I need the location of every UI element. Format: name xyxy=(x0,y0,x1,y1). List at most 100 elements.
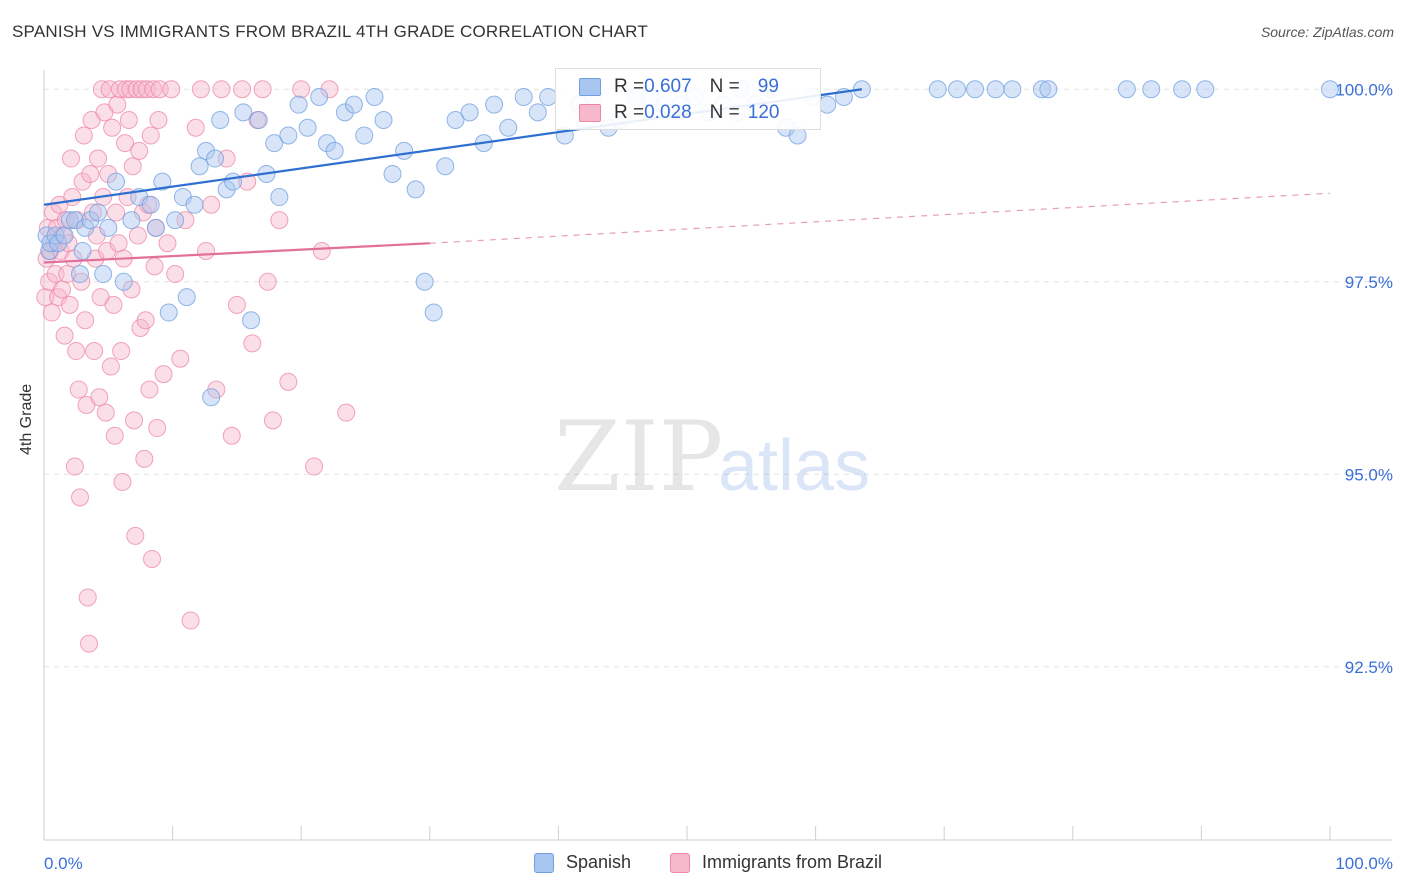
stat-swatch-spanish xyxy=(579,78,601,96)
data-point-brazil xyxy=(90,388,109,407)
data-point-spanish xyxy=(365,87,384,106)
data-point-brazil xyxy=(162,80,181,99)
data-point-spanish xyxy=(65,211,84,230)
data-point-brazil xyxy=(42,303,61,322)
data-point-brazil xyxy=(96,403,115,422)
data-point-brazil xyxy=(36,288,55,307)
data-point-brazil xyxy=(62,149,81,168)
chart-title: SPANISH VS IMMIGRANTS FROM BRAZIL 4TH GR… xyxy=(12,22,648,41)
data-point-brazil xyxy=(92,80,111,99)
data-point-spanish xyxy=(1173,80,1192,99)
data-point-brazil xyxy=(123,157,142,176)
data-point-brazil xyxy=(104,295,123,314)
data-point-brazil xyxy=(202,195,221,214)
data-point-spanish xyxy=(206,149,225,168)
data-point-spanish xyxy=(310,87,329,106)
data-point-spanish xyxy=(242,311,261,330)
stat-row-spanish: R = 0.607 N = 99 xyxy=(579,75,779,99)
legend-label-spanish: Spanish xyxy=(566,852,632,872)
data-point-spanish xyxy=(928,80,947,99)
data-point-spanish xyxy=(948,80,967,99)
data-point-spanish xyxy=(60,211,79,230)
data-point-brazil xyxy=(55,326,74,345)
data-point-spanish xyxy=(1032,80,1051,99)
data-point-spanish xyxy=(265,134,284,153)
data-point-brazil xyxy=(72,272,91,291)
data-point-spanish xyxy=(1321,80,1339,99)
data-point-brazil xyxy=(279,372,298,391)
data-point-spanish xyxy=(374,111,393,130)
data-point-brazil xyxy=(312,241,331,260)
data-point-spanish xyxy=(159,303,178,322)
data-point-spanish xyxy=(217,180,236,199)
series-spanish xyxy=(37,80,1339,407)
data-point-spanish xyxy=(317,134,336,153)
data-point-spanish xyxy=(81,211,100,230)
data-point-brazil xyxy=(270,211,289,230)
data-point-spanish xyxy=(73,241,92,260)
data-point-spanish xyxy=(355,126,374,145)
data-point-spanish xyxy=(485,95,504,114)
data-point-brazil xyxy=(125,411,144,430)
stat-r-label: R = xyxy=(614,102,645,123)
data-point-spanish xyxy=(1196,80,1215,99)
data-point-spanish xyxy=(224,172,243,191)
data-point-spanish xyxy=(406,180,425,199)
data-point-brazil xyxy=(227,295,246,314)
data-point-spanish xyxy=(166,211,185,230)
data-point-brazil xyxy=(85,342,104,361)
data-point-brazil xyxy=(212,80,231,99)
data-point-brazil xyxy=(176,211,195,230)
x-tick-labels: 0.0% 100.0% xyxy=(44,854,1393,873)
data-point-brazil xyxy=(320,80,339,99)
data-point-brazil xyxy=(243,334,262,353)
data-point-brazil xyxy=(105,426,124,445)
data-point-brazil xyxy=(149,111,168,130)
legend-swatch-spanish xyxy=(534,852,554,873)
data-point-brazil xyxy=(117,80,136,99)
y-tick-label: 97.5% xyxy=(1345,273,1393,292)
data-point-brazil xyxy=(67,342,86,361)
legend-item-brazil[interactable]: Immigrants from Brazil xyxy=(670,852,882,873)
y-tick-label: 100.0% xyxy=(1335,80,1393,99)
data-point-spanish xyxy=(190,157,209,176)
legend-label-brazil: Immigrants from Brazil xyxy=(702,852,883,872)
data-point-spanish xyxy=(279,126,298,145)
data-point-spanish xyxy=(107,172,126,191)
data-point-spanish xyxy=(966,80,985,99)
data-point-brazil xyxy=(337,403,356,422)
data-point-brazil xyxy=(81,164,100,183)
legend-swatch-brazil xyxy=(670,852,690,873)
data-point-brazil xyxy=(136,311,155,330)
y-tick-label: 95.0% xyxy=(1345,465,1393,484)
trend-line-brazil xyxy=(43,242,430,264)
data-point-spanish xyxy=(114,272,133,291)
data-point-brazil xyxy=(158,234,177,253)
data-point-spanish xyxy=(99,218,118,237)
data-point-brazil xyxy=(89,149,108,168)
data-point-brazil xyxy=(108,95,127,114)
stat-r-label: R = xyxy=(614,76,645,97)
data-point-brazil xyxy=(197,241,216,260)
data-point-brazil xyxy=(137,80,156,99)
data-point-spanish xyxy=(415,272,434,291)
stat-swatch-brazil xyxy=(579,104,601,122)
correlation-stats-box: R = 0.607 N = 99 R = 0.028 N = 120 xyxy=(555,68,821,130)
data-point-brazil xyxy=(166,265,185,284)
data-point-brazil xyxy=(126,526,145,545)
data-point-spanish xyxy=(436,157,455,176)
data-point-brazil xyxy=(76,311,95,330)
data-point-brazil xyxy=(109,234,128,253)
data-point-spanish xyxy=(298,118,317,137)
legend-item-spanish[interactable]: Spanish xyxy=(534,852,631,873)
stat-n-label: N = xyxy=(709,76,740,97)
data-point-brazil xyxy=(80,634,99,653)
data-point-spanish xyxy=(185,195,204,214)
data-point-brazil xyxy=(64,249,83,268)
data-point-brazil xyxy=(171,349,190,368)
data-point-brazil xyxy=(233,80,252,99)
data-point-spanish xyxy=(211,111,230,130)
axes xyxy=(43,70,1392,841)
watermark-zip: ZIP xyxy=(554,401,723,513)
data-point-brazil xyxy=(63,188,82,207)
